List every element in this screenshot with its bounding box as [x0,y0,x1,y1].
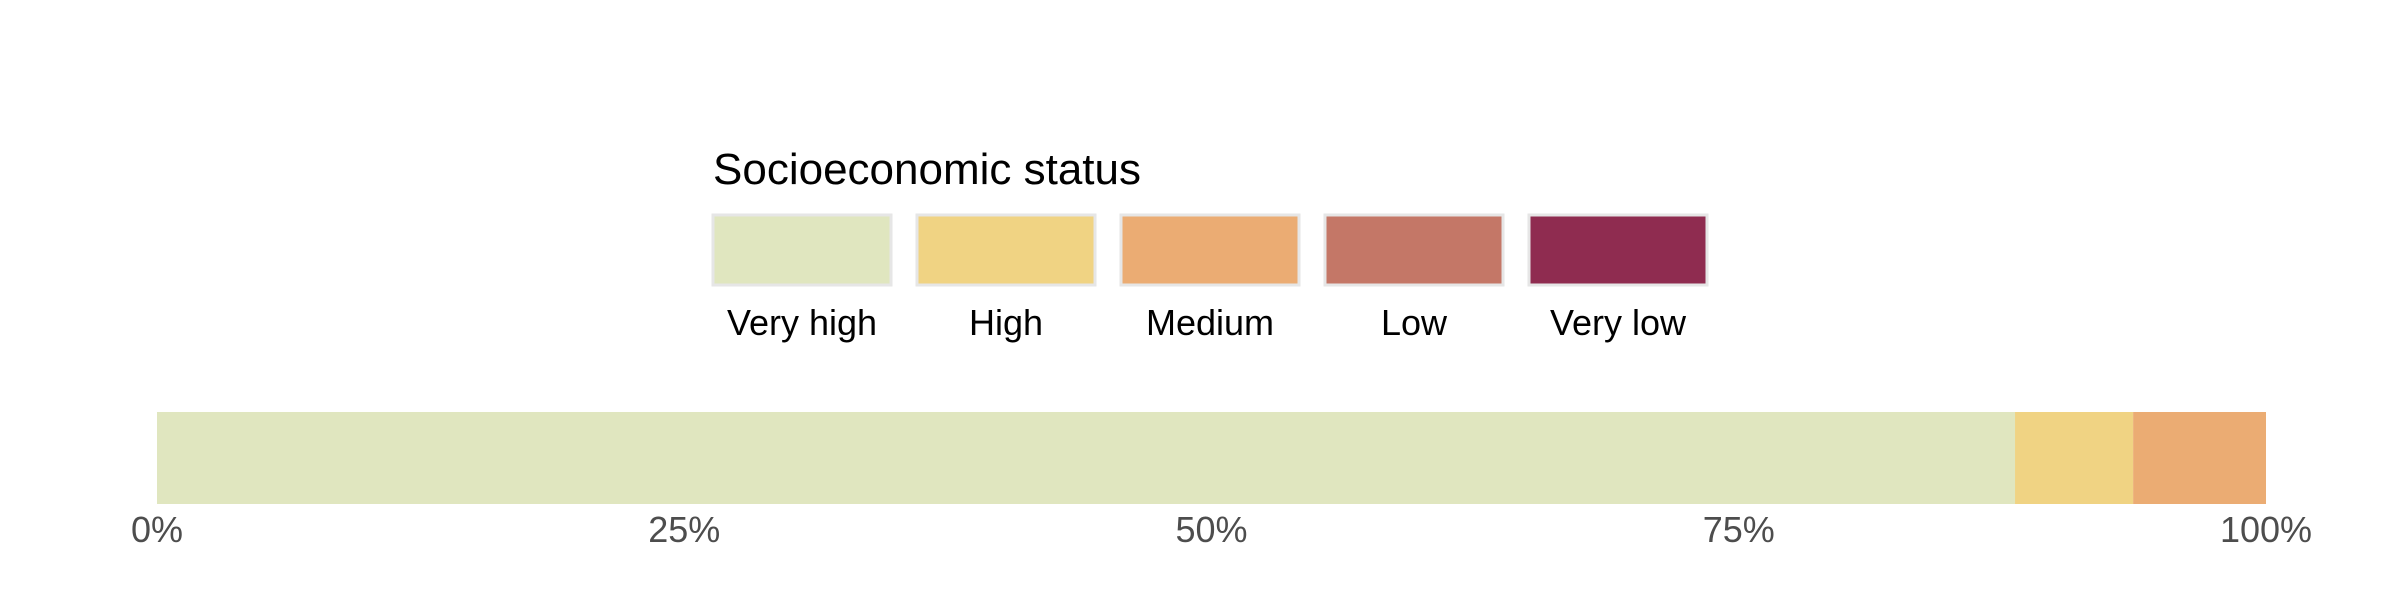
legend-key-very-high [711,213,893,287]
bar-segment-very-high [157,412,2016,504]
bar-segment-medium [2133,412,2266,504]
x-tick-label-25: 25% [648,509,720,550]
legend-title: Socioeconomic status [713,145,1141,194]
legend-label-low: Low [1381,302,1448,343]
x-tick-label-50: 50% [1175,509,1247,550]
legend-key-medium [1119,213,1301,287]
stacked-bar [157,412,2266,504]
legend-label-very-low: Very low [1550,302,1687,343]
legend-label-high: High [969,302,1043,343]
legend-label-very-high: Very high [727,302,877,343]
legend-key-very-low [1527,213,1709,287]
x-axis-ticks: 0% 25% 50% 75% 100% [131,509,2312,550]
legend: Very high High Medium Low Very low [711,213,1709,343]
bar-segment-high [2015,412,2134,504]
legend-key-low [1323,213,1505,287]
x-tick-label-100: 100% [2220,509,2312,550]
legend-label-medium: Medium [1146,302,1274,343]
legend-key-high [915,213,1097,287]
x-tick-label-0: 0% [131,509,183,550]
x-tick-label-75: 75% [1703,509,1775,550]
